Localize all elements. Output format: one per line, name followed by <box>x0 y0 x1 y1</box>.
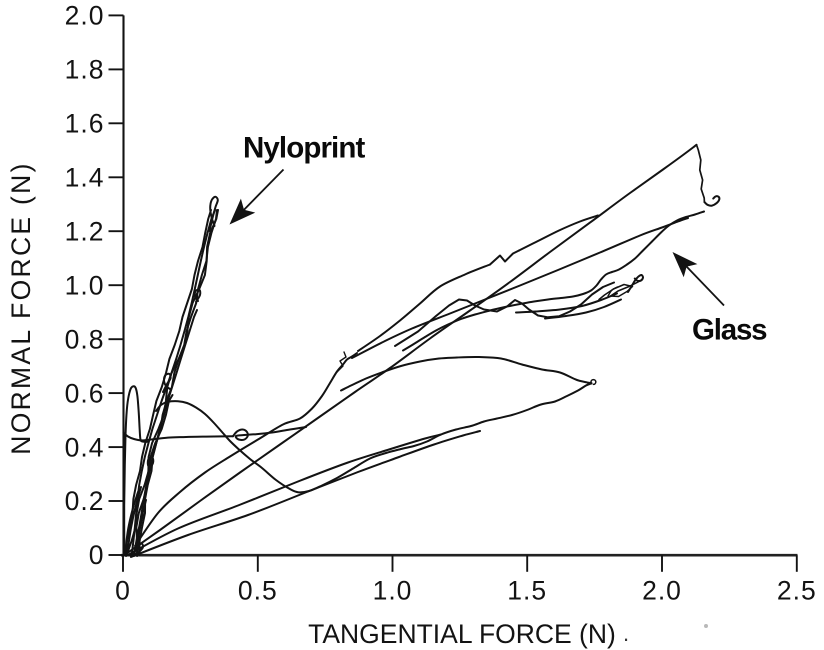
svg-text:1.4: 1.4 <box>65 163 105 193</box>
svg-text:0.4: 0.4 <box>65 432 105 462</box>
svg-text:1.5: 1.5 <box>507 576 547 606</box>
svg-text:NORMAL FORCE (N): NORMAL FORCE (N) <box>6 161 36 454</box>
svg-text:0.2: 0.2 <box>65 486 105 516</box>
svg-text:1.0: 1.0 <box>373 576 413 606</box>
svg-text:1.0: 1.0 <box>65 270 105 300</box>
svg-text:TANGENTIAL FORCE (N): TANGENTIAL FORCE (N) <box>308 619 616 649</box>
svg-text:1.8: 1.8 <box>65 55 105 85</box>
svg-text:0.5: 0.5 <box>238 576 278 606</box>
svg-text:0.8: 0.8 <box>65 324 105 354</box>
svg-text:Glass: Glass <box>692 314 767 347</box>
svg-text:2.0: 2.0 <box>642 576 682 606</box>
svg-text:0: 0 <box>89 540 105 570</box>
svg-text:2.5: 2.5 <box>777 576 817 606</box>
svg-text:1.6: 1.6 <box>65 109 105 139</box>
svg-text:1.2: 1.2 <box>65 216 105 246</box>
svg-text:0.6: 0.6 <box>65 378 105 408</box>
svg-text:.: . <box>623 621 629 646</box>
svg-text:Nyloprint: Nyloprint <box>243 132 365 165</box>
svg-text:0: 0 <box>115 576 131 606</box>
svg-text:2.0: 2.0 <box>65 1 105 31</box>
